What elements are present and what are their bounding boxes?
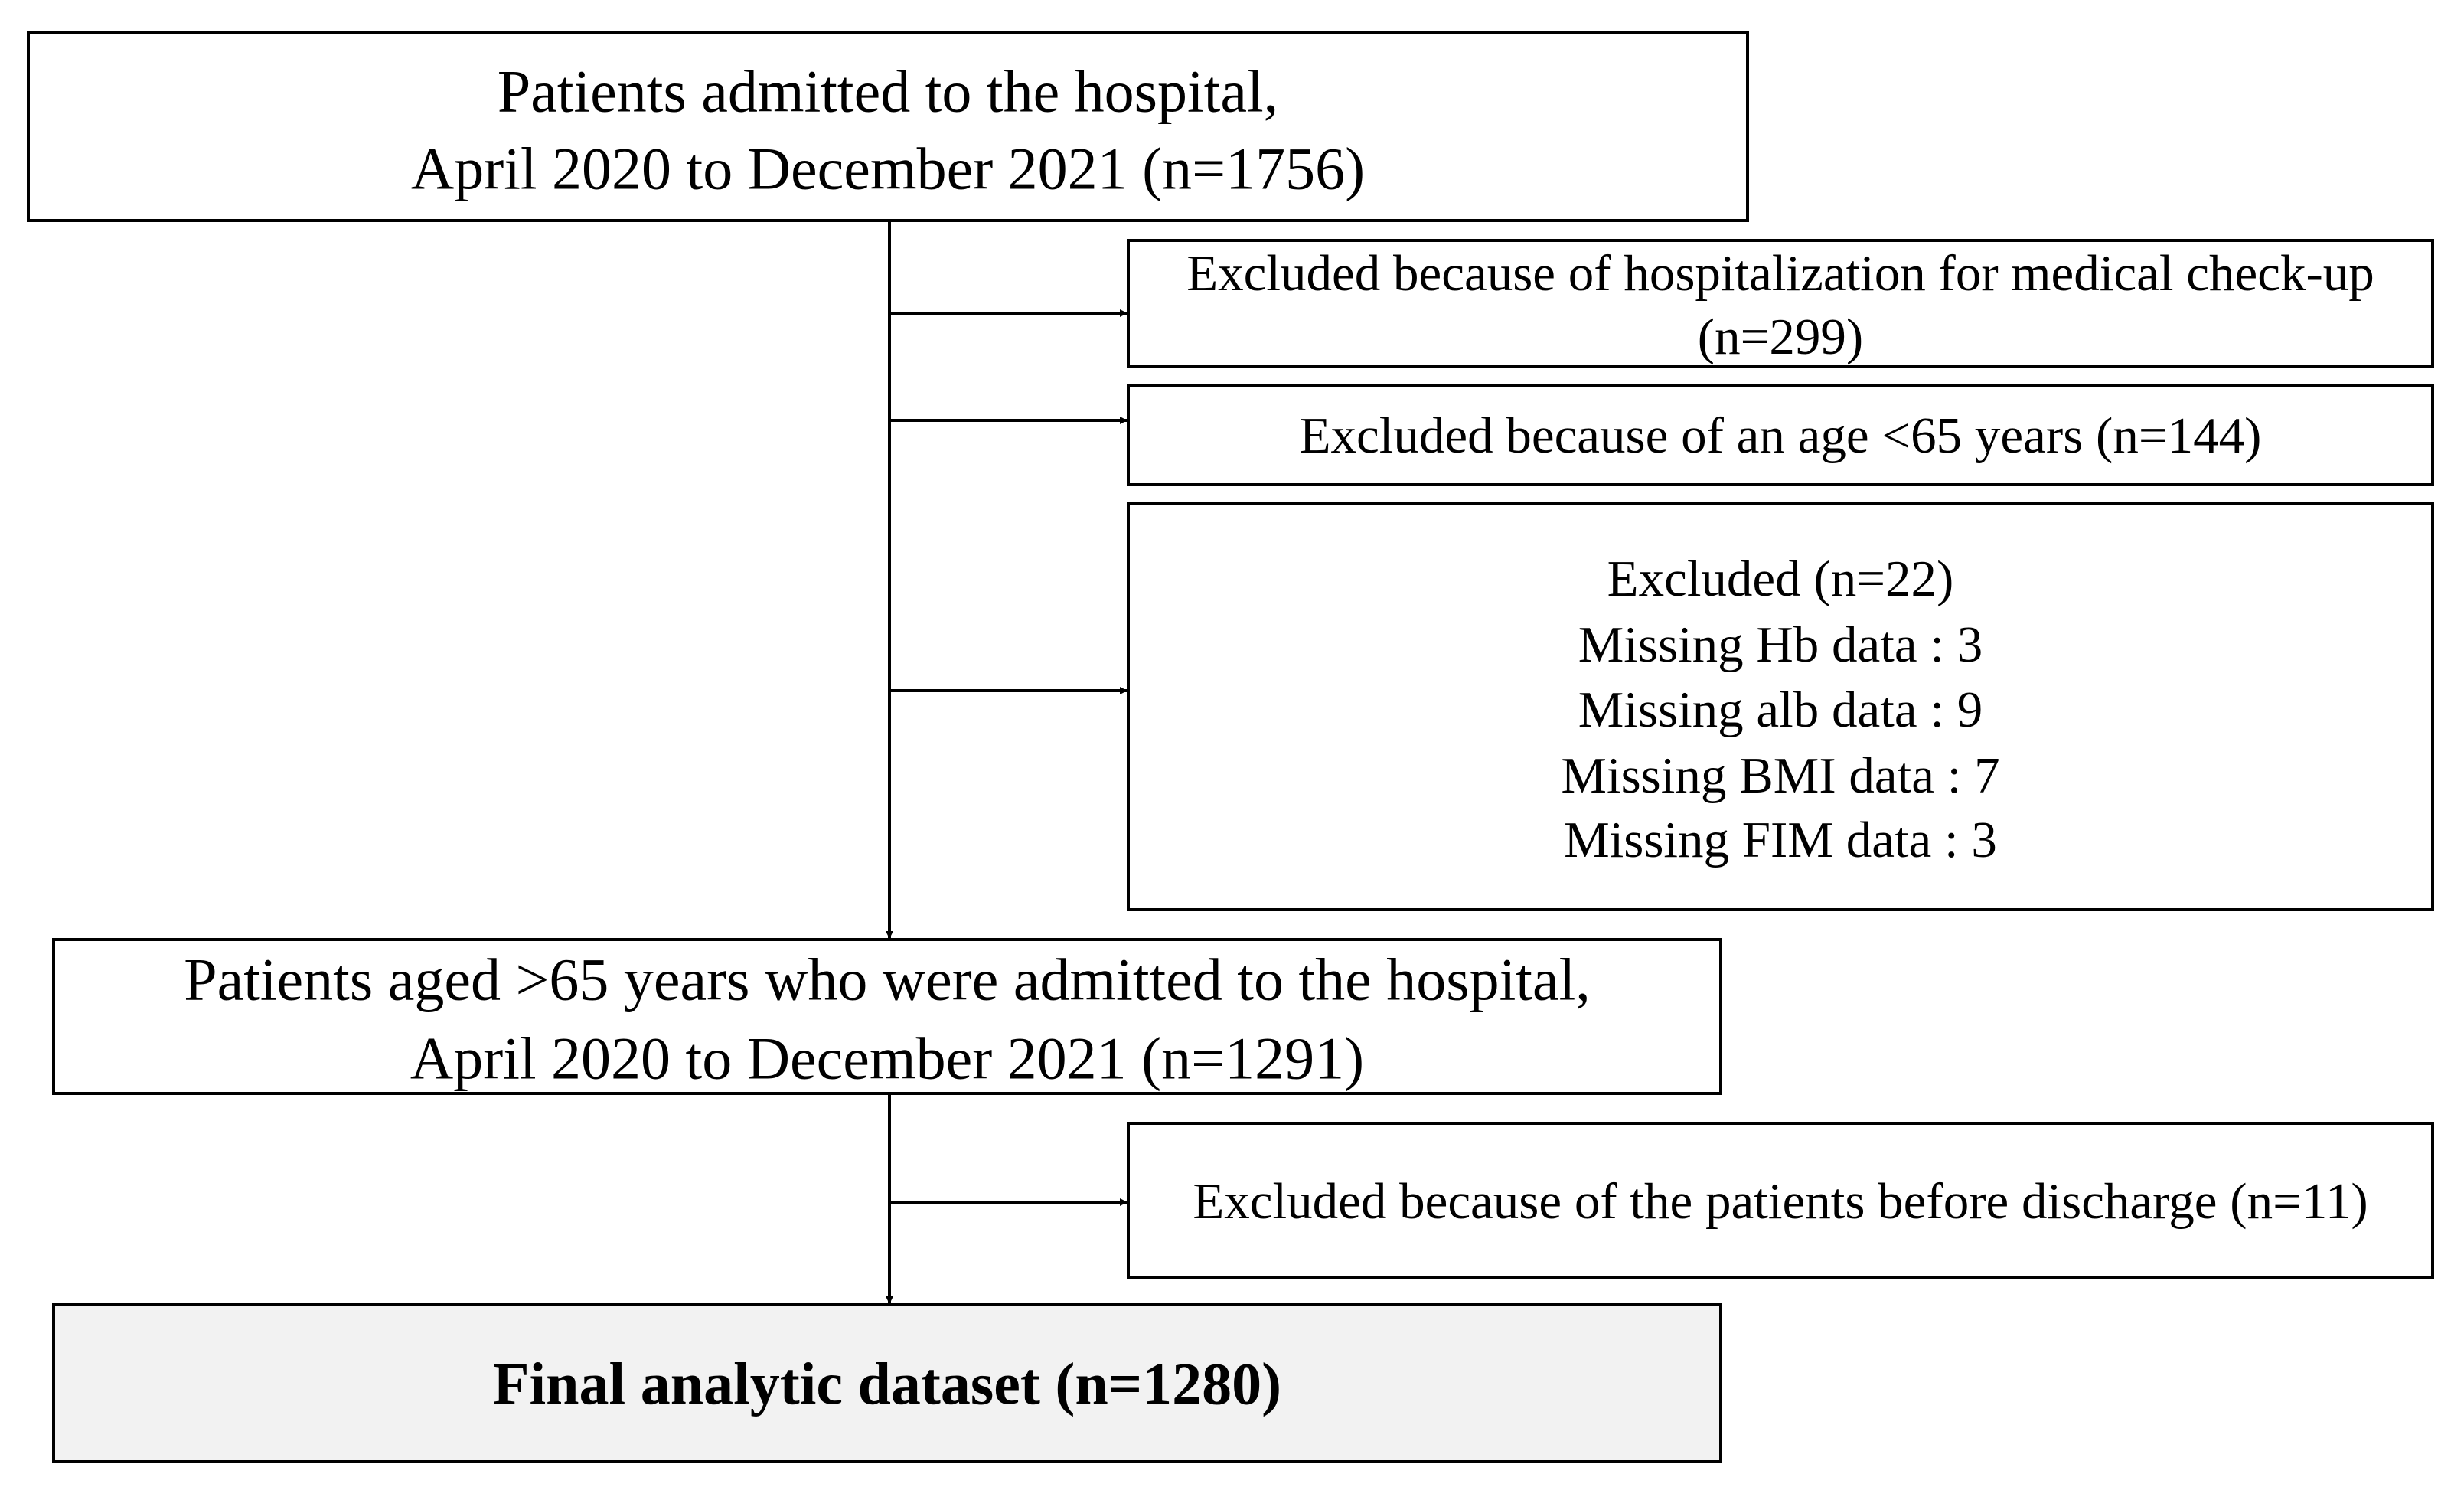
box bbox=[1127, 1122, 2434, 1279]
node-text: Excluded because of an age <65 years (n=… bbox=[1300, 407, 2262, 464]
node-text: Final analytic dataset (n=1280) bbox=[493, 1351, 1281, 1417]
node-text: (n=299) bbox=[1698, 309, 1863, 365]
node-text: Missing alb data : 9 bbox=[1578, 681, 1983, 738]
box bbox=[1127, 239, 2434, 368]
node-text: April 2020 to December 2021 (n=1291) bbox=[410, 1025, 1364, 1092]
node-text: Patients aged >65 years who were admitte… bbox=[184, 946, 1591, 1013]
box bbox=[1127, 384, 2434, 486]
node-text: Missing FIM data : 3 bbox=[1564, 812, 1997, 868]
box bbox=[1127, 502, 2434, 911]
box bbox=[52, 938, 1722, 1095]
node-text: Excluded because of the patients before … bbox=[1193, 1173, 2368, 1230]
box bbox=[27, 31, 1749, 222]
node-text: Missing Hb data : 3 bbox=[1578, 616, 1983, 673]
node-text: Patients admitted to the hospital, bbox=[498, 58, 1278, 125]
final-box bbox=[52, 1303, 1722, 1463]
node-text: April 2020 to December 2021 (n=1756) bbox=[411, 136, 1365, 202]
node-text: Excluded (n=22) bbox=[1607, 551, 1954, 607]
node-text: Missing BMI data : 7 bbox=[1561, 747, 1999, 804]
node-text: Excluded because of hospitalization for … bbox=[1186, 245, 2374, 302]
